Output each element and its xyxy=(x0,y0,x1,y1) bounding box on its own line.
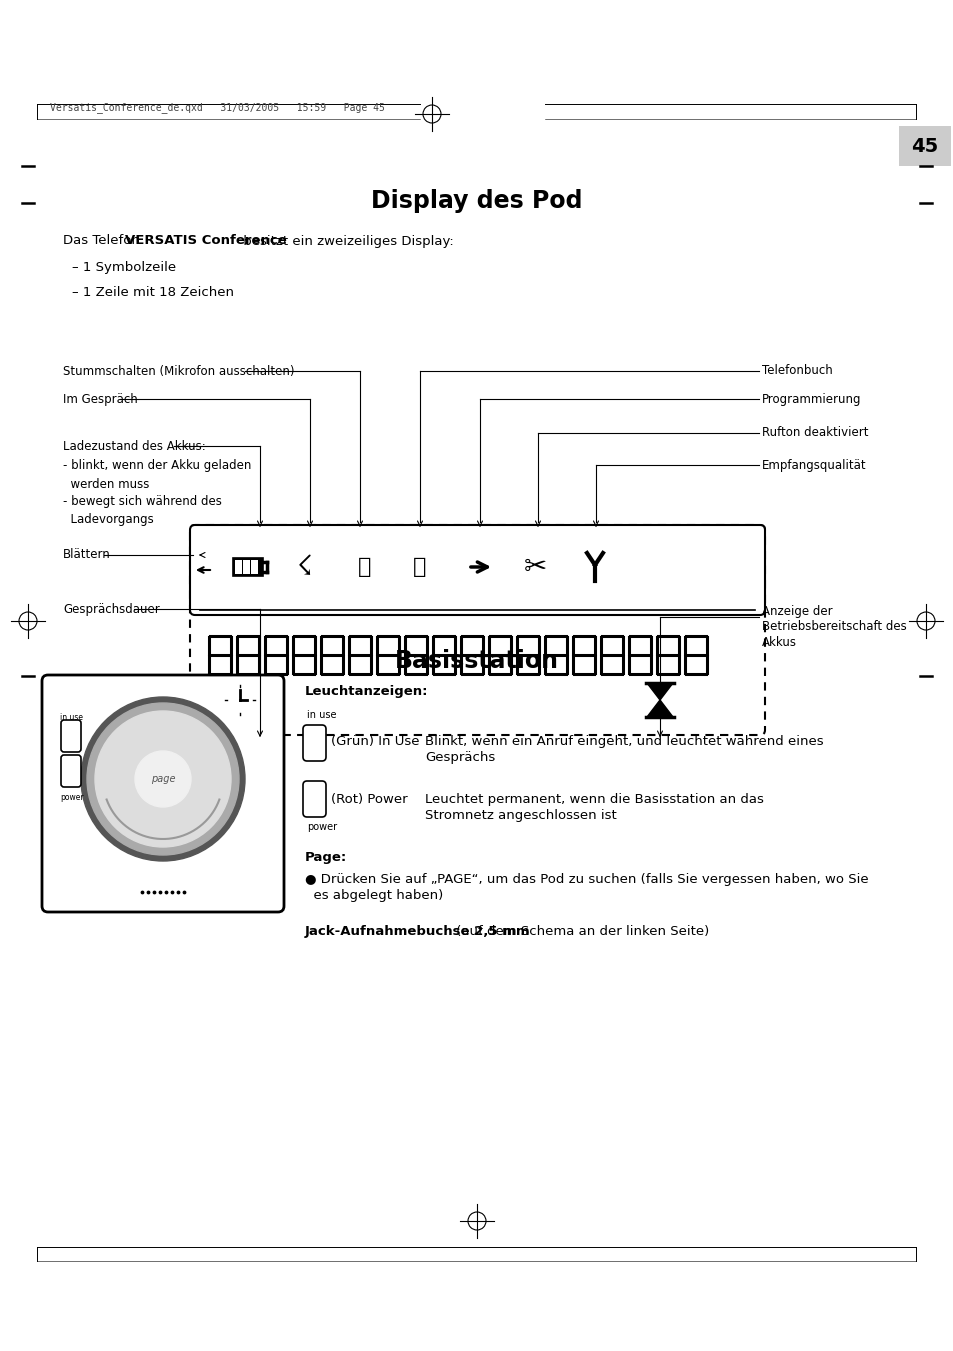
Bar xyxy=(243,561,250,574)
FancyBboxPatch shape xyxy=(898,126,950,166)
Text: Das Telefon: Das Telefon xyxy=(63,235,144,247)
Text: Empfangsqualität: Empfangsqualität xyxy=(761,458,865,471)
FancyBboxPatch shape xyxy=(303,781,326,817)
Text: Gesprächs: Gesprächs xyxy=(424,751,495,765)
Text: Versatis_Conference_de.qxd   31/03/2005   15:59   Page 45: Versatis_Conference_de.qxd 31/03/2005 15… xyxy=(50,103,384,113)
Text: Im Gespräch: Im Gespräch xyxy=(63,393,137,405)
Circle shape xyxy=(226,686,253,713)
Polygon shape xyxy=(646,700,672,717)
Text: - bewegt sich während des: - bewegt sich während des xyxy=(63,494,222,508)
Text: Leuchtanzeigen:: Leuchtanzeigen: xyxy=(305,685,428,697)
Text: VERSATIS Conference: VERSATIS Conference xyxy=(125,235,287,247)
Text: (auf dem Schema an der linken Seite): (auf dem Schema an der linken Seite) xyxy=(452,925,708,939)
Circle shape xyxy=(81,697,245,861)
Bar xyxy=(251,561,257,574)
Text: Jack-Aufnahmebuchse 2,5 mm: Jack-Aufnahmebuchse 2,5 mm xyxy=(305,925,530,939)
Text: Basisstation: Basisstation xyxy=(395,648,558,673)
Text: ☇: ☇ xyxy=(296,553,313,581)
Text: Rufton deaktiviert: Rufton deaktiviert xyxy=(761,427,867,439)
Polygon shape xyxy=(646,684,672,700)
Text: in use: in use xyxy=(307,711,336,720)
Text: Akkus: Akkus xyxy=(761,636,796,650)
Circle shape xyxy=(87,703,239,855)
Text: Display des Pod: Display des Pod xyxy=(371,189,582,213)
Bar xyxy=(233,558,263,576)
FancyBboxPatch shape xyxy=(61,720,81,753)
Text: 📖: 📖 xyxy=(413,557,426,577)
Text: Gesprächsdauer: Gesprächsdauer xyxy=(63,603,159,616)
Bar xyxy=(234,561,242,574)
FancyBboxPatch shape xyxy=(42,676,284,912)
FancyBboxPatch shape xyxy=(190,526,764,735)
Text: page: page xyxy=(151,774,175,784)
Text: Betriebsbereitschaft des: Betriebsbereitschaft des xyxy=(761,620,905,634)
FancyBboxPatch shape xyxy=(303,725,326,761)
FancyBboxPatch shape xyxy=(61,755,81,788)
Text: – 1 Symbolzeile: – 1 Symbolzeile xyxy=(71,262,176,274)
Text: Blinkt, wenn ein Anruf eingeht, und leuchtet während eines: Blinkt, wenn ein Anruf eingeht, und leuc… xyxy=(424,735,822,747)
Circle shape xyxy=(95,711,231,847)
Circle shape xyxy=(135,751,191,807)
Text: Blättern: Blättern xyxy=(63,549,111,562)
Text: Ladevorgangs: Ladevorgangs xyxy=(63,512,153,526)
Text: werden muss: werden muss xyxy=(63,477,150,490)
Text: Stromnetz angeschlossen ist: Stromnetz angeschlossen ist xyxy=(424,808,616,821)
Text: Ladezustand des Akkus:: Ladezustand des Akkus: xyxy=(63,439,206,453)
Text: besitzt ein zweizeiliges Display:: besitzt ein zweizeiliges Display: xyxy=(239,235,454,247)
Text: Telefonbuch: Telefonbuch xyxy=(761,365,832,377)
Text: – 1 Zeile mit 18 Zeichen: – 1 Zeile mit 18 Zeichen xyxy=(71,286,233,300)
Text: power: power xyxy=(60,793,84,801)
Text: 45: 45 xyxy=(910,136,938,155)
Text: (Rot) Power: (Rot) Power xyxy=(331,793,407,805)
Text: es abgelegt haben): es abgelegt haben) xyxy=(305,889,443,901)
FancyBboxPatch shape xyxy=(190,526,764,615)
Text: power: power xyxy=(307,821,336,832)
Text: (Grün) In Use: (Grün) In Use xyxy=(331,735,419,747)
Text: Stummschalten (Mikrofon ausschalten): Stummschalten (Mikrofon ausschalten) xyxy=(63,365,294,377)
Text: ✂: ✂ xyxy=(523,553,546,581)
Text: in use: in use xyxy=(60,712,84,721)
Text: Page:: Page: xyxy=(305,851,347,863)
Text: ● Drücken Sie auf „PAGE“, um das Pod zu suchen (falls Sie vergessen haben, wo Si: ● Drücken Sie auf „PAGE“, um das Pod zu … xyxy=(305,873,868,885)
Text: Anzeige der: Anzeige der xyxy=(761,604,832,617)
Text: Leuchtet permanent, wenn die Basisstation an das: Leuchtet permanent, wenn die Basisstatio… xyxy=(424,793,763,805)
Text: Programmierung: Programmierung xyxy=(761,393,861,405)
Text: 🎤: 🎤 xyxy=(358,557,372,577)
Text: - blinkt, wenn der Akku geladen: - blinkt, wenn der Akku geladen xyxy=(63,459,251,473)
Circle shape xyxy=(223,684,256,717)
